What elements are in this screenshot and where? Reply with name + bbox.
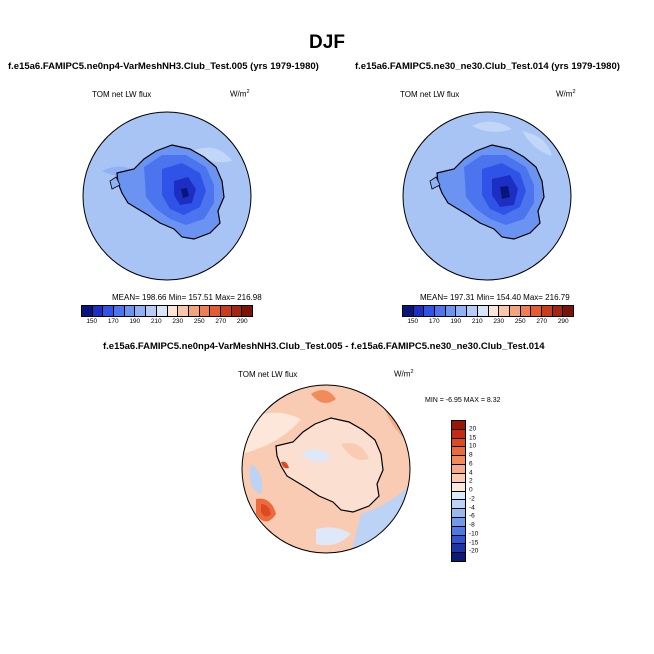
colorbar-swatch [103,306,115,316]
colorbar-label: 270 [536,318,548,325]
colorbar-swatch [499,306,510,316]
colorbar-swatch [452,482,465,492]
colorbar-swatch [424,306,436,316]
diff-colorbar-labels: 20 15 10 8 6 4 2 0 -2 -4 -6 -8 -10 -15 -20 [469,420,489,560]
colorbar-label: 210 [150,318,162,325]
colorbar-label: 230 [172,318,184,325]
colorbar-swatch [488,306,500,316]
colorbar-swatch [199,306,211,316]
colorbar-swatch [452,421,465,430]
colorbar-swatch [452,509,465,518]
colorbar-label: 0 [469,486,473,494]
colorbar-label: 290 [557,318,569,325]
colorbar-swatch [242,306,252,316]
colorbar-swatch [210,306,221,316]
colorbar-swatch [452,535,465,545]
panel1-variable: TOM net LW flux [92,90,152,99]
colorbar-label: 20 [469,425,477,433]
diff-colorbar [451,420,466,562]
colorbar-label: 230 [493,318,505,325]
colorbar-swatch [452,465,465,474]
colorbar-swatch [452,544,465,554]
diff-variable: TOM net LW flux [238,370,298,379]
colorbar-swatch [509,306,521,316]
colorbar-swatch [435,306,446,316]
colorbar-swatch [220,306,232,316]
colorbar-swatch [231,306,243,316]
colorbar-swatch [82,306,93,316]
colorbar-swatch [452,500,465,510]
colorbar-swatch [520,306,532,316]
colorbar-label: 170 [107,318,119,325]
panel1-units: W/m2 [230,89,250,99]
colorbar-label: 10 [469,442,477,450]
colorbar-swatch [456,306,468,316]
colorbar-label: -4 [469,504,475,511]
colorbar-swatch [452,526,465,536]
panel2-polar-map [402,111,572,281]
colorbar-label: -15 [469,539,479,546]
colorbar-swatch [114,306,125,316]
colorbar-swatch [167,306,179,316]
colorbar-swatch [403,306,414,316]
panel2-units: W/m2 [556,89,576,99]
colorbar-swatch [452,491,465,501]
colorbar-label: 190 [450,318,462,325]
colorbar-label: 150 [407,318,419,325]
colorbar-swatch [452,438,465,448]
colorbar-label: 15 [469,434,477,441]
colorbar-swatch [467,306,478,316]
colorbar-swatch [413,306,425,316]
panel2-colorbar: 150 170 190 210 230 250 270 290 [402,305,574,325]
colorbar-swatch [541,306,553,316]
colorbar-label: 270 [215,318,227,325]
colorbar-swatch [452,429,465,439]
colorbar-swatch [445,306,457,316]
colorbar-label: 290 [236,318,248,325]
colorbar-label: 8 [469,451,473,459]
panel1-stats: MEAN= 198.66 Min= 157.51 Max= 216.98 [112,293,262,302]
colorbar-swatch [452,517,465,527]
colorbar-swatch [146,306,157,316]
colorbar-label: -2 [469,495,475,503]
colorbar-label: -10 [469,530,479,538]
colorbar-swatch [178,306,189,316]
panel1-colorbar: 150 170 190 210 230 250 270 290 [81,305,253,325]
colorbar-swatch [124,306,136,316]
colorbar-label: -20 [469,547,479,555]
panel1-polar-map [82,111,252,281]
colorbar-swatch [452,456,465,466]
colorbar-swatch [452,473,465,483]
colorbar-label: 190 [129,318,141,325]
colorbar-label: 4 [469,469,473,476]
colorbar-label: 250 [193,318,205,325]
colorbar-swatch [477,306,489,316]
colorbar-swatch [552,306,564,316]
diff-caption: f.e15a6.FAMIPC5.ne0np4-VarMeshNH3.Club_T… [103,341,545,352]
colorbar-swatch [452,447,465,457]
panel1-caption: f.e15a6.FAMIPC5.ne0np4-VarMeshNH3.Club_T… [8,61,319,72]
diff-polar-map [241,384,411,554]
colorbar-label: 150 [86,318,98,325]
colorbar-swatch [452,553,465,561]
colorbar-label: 250 [514,318,526,325]
figure-title: DJF [309,32,345,53]
colorbar-swatch [563,306,573,316]
panel2-caption: f.e15a6.FAMIPC5.ne30_ne30.Club_Test.014 … [355,61,620,72]
diff-stats: MIN = -6.95 MAX = 8.32 [425,397,501,404]
colorbar-label: 210 [471,318,483,325]
colorbar-swatch [156,306,168,316]
colorbar-swatch [92,306,104,316]
diff-units: W/m2 [394,369,414,379]
panel2-variable: TOM net LW flux [400,90,460,99]
colorbar-label: 2 [469,477,473,485]
panel2-stats: MEAN= 197.31 Min= 154.40 Max= 216.79 [420,293,570,302]
colorbar-label: -8 [469,521,475,529]
colorbar-label: 170 [428,318,440,325]
colorbar-swatch [135,306,147,316]
colorbar-label: 6 [469,460,473,468]
colorbar-swatch [531,306,542,316]
colorbar-swatch [188,306,200,316]
colorbar-label: -6 [469,512,475,520]
